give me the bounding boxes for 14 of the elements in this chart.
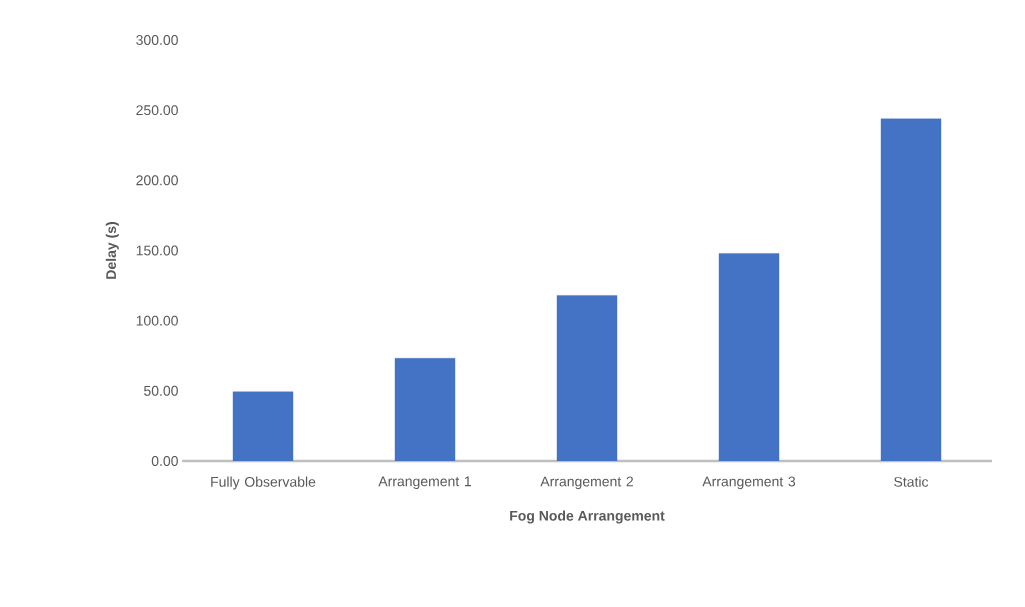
x-axis-title: Fog Node Arrangement bbox=[510, 510, 665, 524]
x-tick-label: Arrangement 3 bbox=[702, 476, 796, 490]
x-tick-label: Fully Observable bbox=[211, 476, 316, 490]
x-tick-label: Arrangement 2 bbox=[540, 476, 633, 490]
y-tick-label: 200.00 bbox=[136, 175, 178, 186]
x-tick-label: Static bbox=[894, 476, 929, 487]
y-tick-label: 50.00 bbox=[144, 385, 178, 396]
y-tick-label: 100.00 bbox=[136, 315, 178, 326]
y-axis-title: Delay (s) bbox=[105, 222, 119, 279]
x-tick-label: Arrangement 1 bbox=[378, 476, 471, 490]
y-tick-label: 300.00 bbox=[136, 35, 178, 45]
y-tick-label: 250.00 bbox=[136, 105, 178, 116]
y-tick-label: 0.00 bbox=[151, 456, 178, 466]
y-tick-label: 150.00 bbox=[136, 245, 178, 256]
